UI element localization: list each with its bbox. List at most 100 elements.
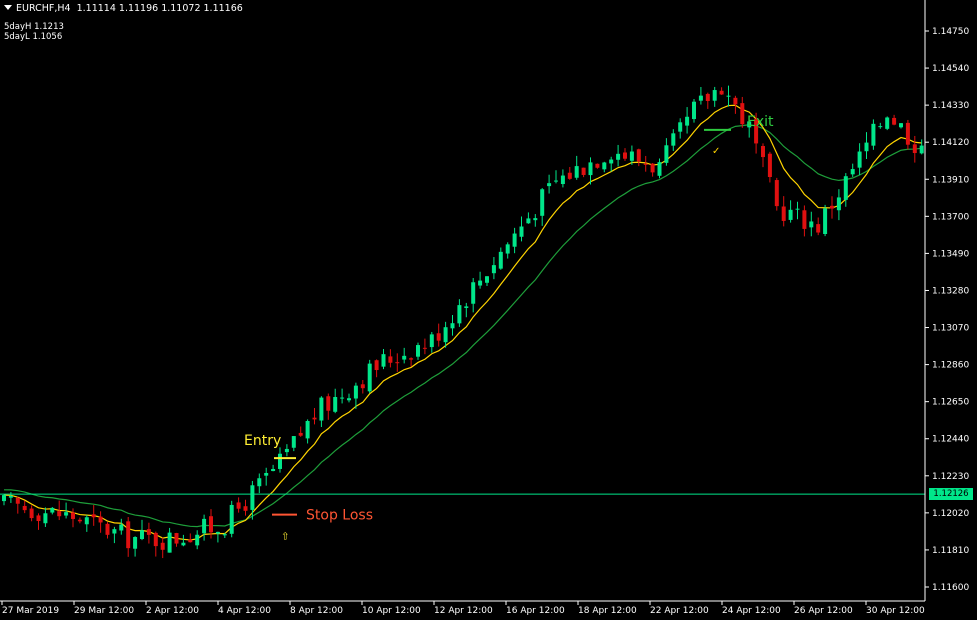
- price-tick-label: 1.14540: [932, 64, 969, 74]
- candle-body: [871, 123, 876, 146]
- checkmark-icon: ✓: [712, 146, 720, 157]
- candle-body: [747, 121, 752, 128]
- candle-body: [422, 347, 427, 349]
- candles-layer: [2, 85, 924, 559]
- candle-body: [367, 363, 372, 392]
- slow-moving-average-line: [3, 124, 922, 528]
- candle-body: [664, 145, 669, 163]
- candle-body: [698, 95, 703, 101]
- candle-body: [202, 518, 207, 534]
- candle-body: [264, 473, 269, 476]
- candle-body: [905, 122, 910, 145]
- price-tick-label: 1.14120: [932, 138, 969, 148]
- candle-body: [8, 495, 13, 498]
- candle-body: [409, 358, 414, 360]
- candle-body: [581, 167, 586, 175]
- plot-area: [0, 0, 925, 601]
- price-tick-label: 1.11600: [932, 583, 969, 593]
- candle-body: [98, 516, 103, 523]
- time-tick-label: 18 Apr 12:00: [578, 606, 637, 616]
- candle-body: [657, 162, 662, 176]
- candle-body: [160, 542, 165, 550]
- candle-body: [705, 93, 710, 102]
- candle-body: [174, 533, 179, 544]
- time-tick-label: 24 Apr 12:00: [722, 606, 781, 616]
- time-tick-label: 10 Apr 12:00: [362, 606, 421, 616]
- candle-body: [498, 251, 503, 269]
- candle-body: [636, 149, 641, 162]
- candle-body: [740, 103, 745, 125]
- candle-body: [643, 163, 648, 165]
- price-tick-label: 1.13490: [932, 249, 969, 259]
- candle-body: [91, 514, 96, 518]
- candle-body: [781, 206, 786, 221]
- candle-body: [84, 517, 89, 525]
- candle-body: [567, 172, 572, 179]
- candle-body: [912, 144, 917, 154]
- candle-body: [616, 153, 621, 160]
- candle-body: [457, 305, 462, 324]
- candle-body: [319, 397, 324, 421]
- dropdown-triangle-icon[interactable]: [4, 5, 12, 10]
- candle-body: [340, 397, 345, 399]
- candle-body: [767, 153, 772, 177]
- candle-body: [43, 513, 48, 524]
- candle-body: [519, 226, 524, 237]
- candle-body: [326, 396, 331, 411]
- candle-body: [629, 151, 634, 161]
- time-tick-label: 26 Apr 12:00: [794, 606, 853, 616]
- candle-body: [733, 97, 738, 105]
- candle-body: [126, 521, 131, 549]
- candle-body: [215, 531, 220, 534]
- price-tick-label: 1.12650: [932, 398, 969, 408]
- indicator-value: 1.1056: [32, 32, 63, 42]
- candle-body: [119, 524, 124, 531]
- candle-body: [381, 354, 386, 367]
- candle-body: [754, 119, 759, 144]
- candle-body: [57, 511, 62, 517]
- candle-body: [850, 169, 855, 175]
- candle-body: [464, 306, 469, 308]
- candle-body: [77, 519, 82, 522]
- time-tick-label: 2 Apr 12:00: [146, 606, 199, 616]
- candle-body: [153, 532, 158, 547]
- candle-body: [298, 432, 303, 436]
- time-tick-label: 4 Apr 12:00: [218, 606, 271, 616]
- exit-label: Exit: [747, 114, 774, 130]
- candle-body: [146, 529, 151, 535]
- candle-body: [229, 504, 234, 534]
- indicator-value: 1.1213: [34, 22, 64, 32]
- candle-body: [574, 166, 579, 178]
- candle-body: [50, 507, 55, 513]
- candle-body: [899, 123, 903, 128]
- candle-body: [885, 117, 890, 129]
- time-tick-label: 30 Apr 12:00: [866, 606, 925, 616]
- time-tick-label: 29 Mar 12:00: [74, 606, 134, 616]
- candle-body: [353, 385, 358, 399]
- symbol-label: EURCHF,H4: [16, 3, 71, 14]
- candle-body: [685, 116, 690, 126]
- candle-body: [678, 122, 683, 132]
- candle-body: [505, 244, 510, 254]
- candle-body: [830, 205, 834, 209]
- candle-body: [167, 532, 172, 553]
- candle-body: [774, 180, 779, 207]
- candle-body: [15, 497, 20, 504]
- candle-body: [388, 356, 393, 363]
- candle-body: [188, 539, 193, 543]
- candle-body: [836, 197, 841, 211]
- price-tick-label: 1.13280: [932, 286, 969, 296]
- candle-body: [360, 384, 365, 389]
- candle-body: [795, 208, 800, 210]
- candle-body: [222, 534, 227, 536]
- candle-body: [602, 162, 607, 170]
- candle-body: [416, 345, 420, 357]
- candle-body: [864, 142, 869, 152]
- candle-body: [312, 417, 317, 420]
- candle-body: [671, 133, 676, 146]
- candle-body: [71, 512, 75, 519]
- price-tick-label: 1.12020: [932, 509, 969, 519]
- candle-body: [429, 334, 434, 348]
- indicator-label: 5dayL: [4, 32, 30, 42]
